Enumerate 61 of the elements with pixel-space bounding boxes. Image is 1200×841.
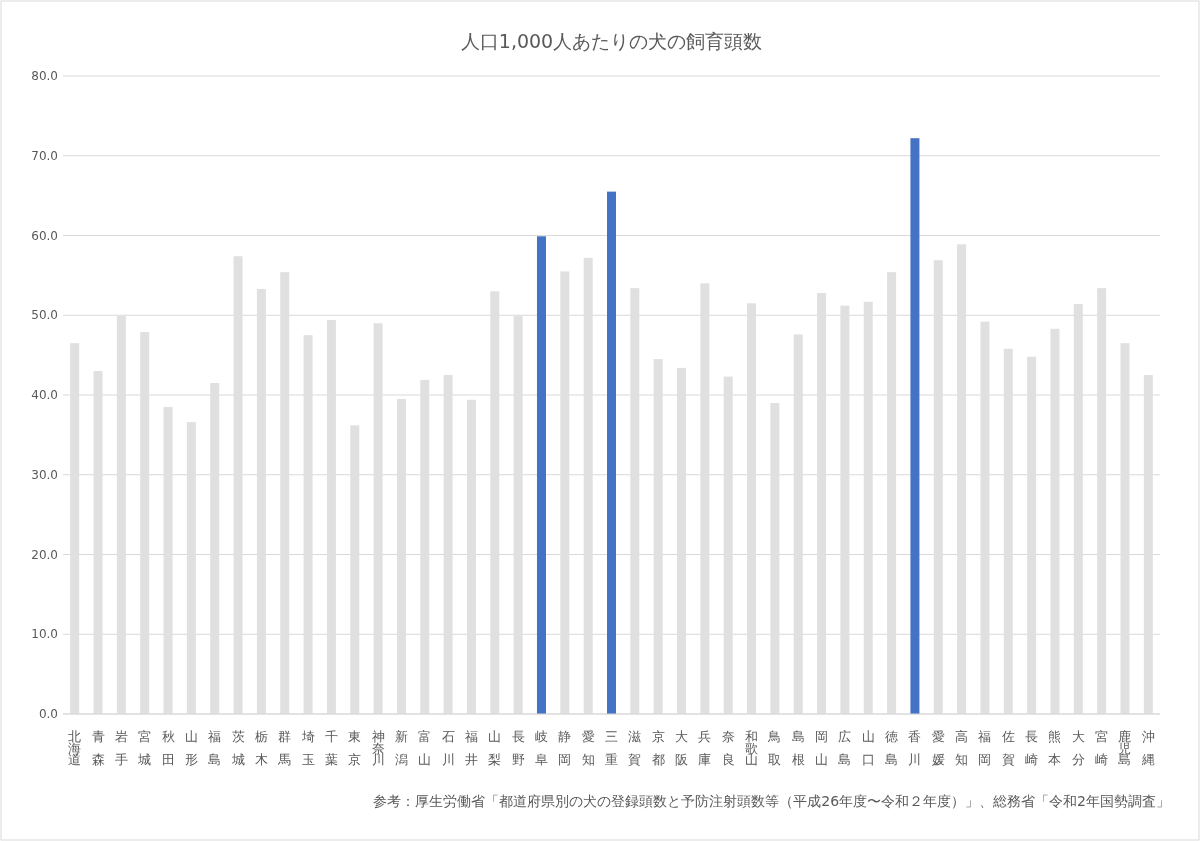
x-tick-label: 京都 (651, 729, 665, 767)
x-tick-label: 新潟 (394, 729, 408, 767)
x-tick-label: 福岡 (978, 729, 992, 767)
x-tick-label: 鹿児島 (1118, 729, 1132, 767)
x-tick-label: 静岡 (558, 729, 572, 767)
x-tick-label: 大阪 (675, 729, 689, 767)
x-tick-label: 徳島 (885, 729, 899, 767)
x-tick-label: 北海道 (68, 729, 82, 767)
bar (910, 138, 920, 714)
x-tick-label: 石川 (441, 729, 455, 767)
x-tick-label: 和歌山 (745, 729, 759, 767)
x-tick-label: 滋賀 (628, 729, 642, 767)
x-tick-label: 長野 (511, 729, 525, 767)
x-tick-label: 岐阜 (534, 729, 548, 767)
x-tick-label: 茨城 (230, 729, 245, 767)
x-tick-label: 熊本 (1048, 729, 1062, 767)
x-tick-label: 愛媛 (931, 729, 945, 767)
x-tick-label: 秋田 (161, 729, 175, 767)
text: 参考：厚生労働省「都道府県別の犬の登録頭数と予防注射頭数等（平成26年度〜令和２年度）」、総務省「令和2年国勢調査」 (373, 793, 1170, 809)
x-tick-label: 山梨 (488, 729, 502, 767)
x-tick-label: 広島 (838, 729, 852, 767)
x-tick-label: 香川 (908, 729, 922, 767)
x-tick-label: 長崎 (1025, 729, 1039, 767)
x-tick-label: 愛知 (581, 729, 595, 767)
x-tick-label: 宮城 (137, 729, 152, 767)
x-tick-label: 宮崎 (1095, 729, 1109, 767)
x-tick-label: 三重 (605, 729, 618, 767)
x-tick-label: 兵庫 (698, 729, 712, 767)
y-tick-label: 40.0 (31, 388, 58, 402)
x-tick-label: 山口 (861, 729, 875, 767)
x-tick-label: 栃木 (254, 729, 268, 767)
x-tick-label: 東京 (348, 729, 362, 767)
x-tick-label: 埼玉 (300, 729, 315, 767)
y-tick-label: 80.0 (31, 69, 58, 83)
x-tick-label: 福島 (208, 729, 222, 767)
x-tick-label: 鳥取 (767, 729, 782, 767)
x-tick-label: 千葉 (324, 729, 338, 767)
x-tick-label: 高知 (955, 729, 969, 767)
x-tick-label: 佐賀 (1001, 729, 1015, 767)
y-tick-label: 30.0 (31, 467, 58, 482)
x-tick-label: 岡山 (815, 729, 829, 767)
y-tick-label: 70.0 (31, 148, 58, 163)
y-tick-label: 60.0 (31, 228, 58, 243)
x-tick-label: 神奈川 (371, 729, 385, 767)
x-tick-label: 島根 (791, 729, 805, 767)
x-tick-label: 沖縄 (1140, 729, 1155, 767)
chart-title: 人口1,000人あたりの犬の飼育頭数 (460, 30, 763, 52)
y-tick-label: 0.0 (38, 707, 58, 721)
x-tick-label: 大分 (1071, 729, 1085, 767)
x-tick-label: 群馬 (277, 729, 292, 767)
x-tick-label: 富山 (418, 729, 432, 767)
x-tick-label: 岩手 (114, 729, 128, 767)
x-tick-label: 山形 (184, 729, 198, 767)
bar (536, 236, 546, 714)
y-tick-label: 20.0 (31, 547, 58, 562)
x-tick-label: 福井 (464, 729, 478, 767)
x-tick-label: 奈良 (721, 729, 735, 767)
y-tick-label: 10.0 (31, 627, 58, 642)
x-tick-label: 青森 (91, 729, 105, 767)
bar (607, 191, 616, 714)
y-tick-label: 50.0 (31, 308, 58, 323)
